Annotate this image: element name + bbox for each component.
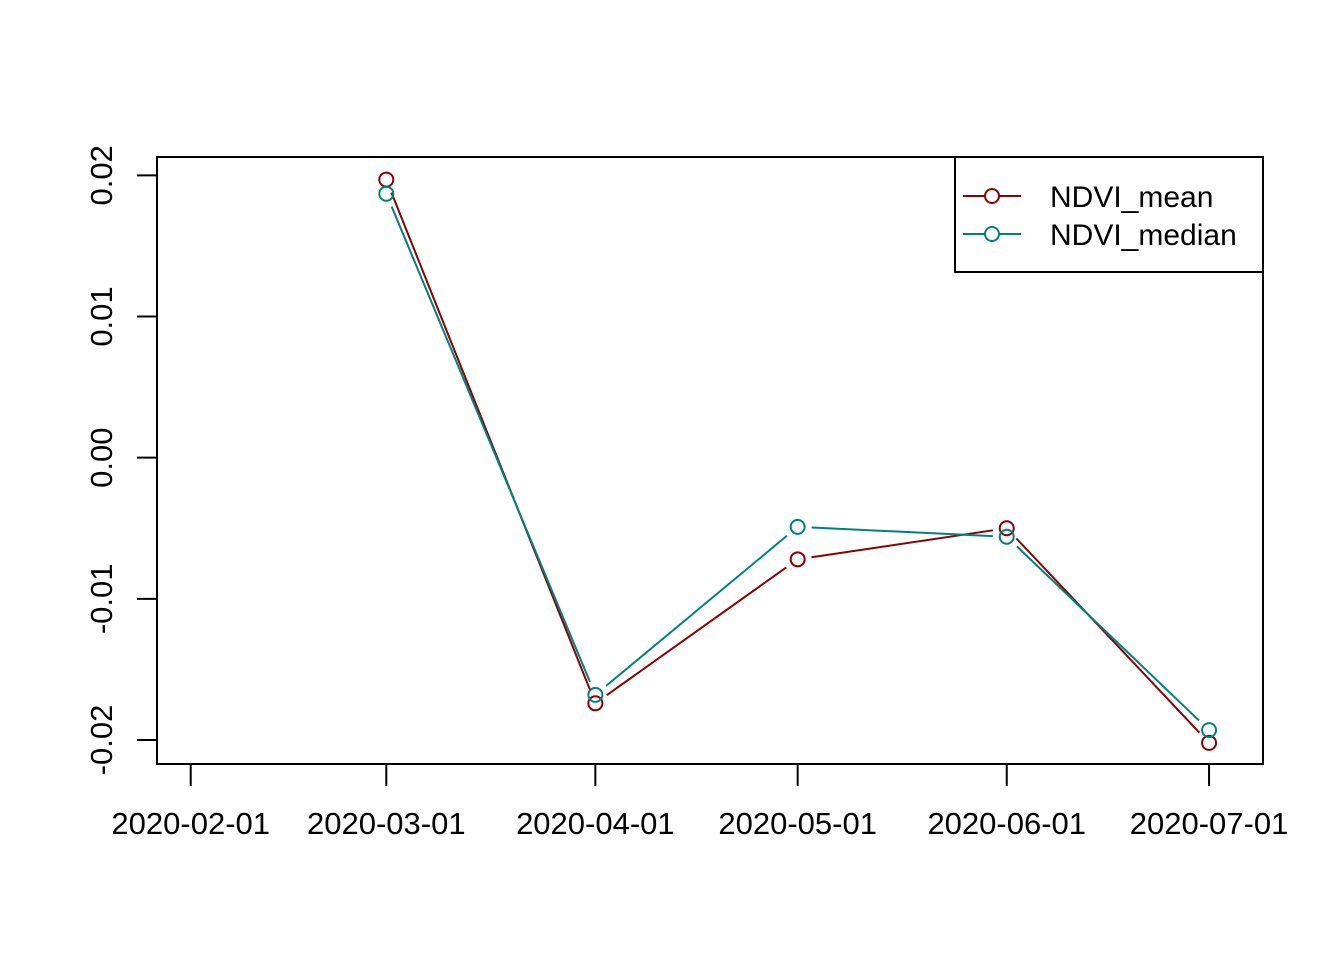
data-point [998, 520, 1015, 537]
data-point [587, 695, 604, 712]
x-tick-label: 2020-03-01 [307, 806, 466, 841]
series-segment [390, 206, 591, 683]
legend-swatch-marker [984, 226, 1000, 242]
legend-label: NDVI_median [1050, 219, 1237, 252]
data-point [789, 518, 806, 535]
series-segment [811, 526, 993, 538]
y-tick-label: 0.01 [84, 286, 119, 346]
y-tick-label: 0.02 [84, 145, 119, 205]
data-point [998, 528, 1015, 545]
data-point [378, 171, 395, 188]
x-tick-label: 2020-07-01 [1130, 806, 1289, 841]
y-tick-label: 0.00 [84, 428, 119, 488]
legend-label: NDVI_mean [1050, 181, 1213, 214]
data-point [1201, 734, 1218, 751]
data-point [587, 686, 604, 703]
series-layer [378, 171, 1218, 751]
x-tick-label: 2020-05-01 [718, 806, 877, 841]
series-segment [606, 566, 787, 696]
series-segment [1015, 537, 1201, 734]
x-tick-label: 2020-02-01 [111, 806, 270, 841]
legend-swatch-marker [984, 188, 1000, 204]
x-tick-label: 2020-04-01 [516, 806, 675, 841]
data-point [378, 185, 395, 202]
x-tick-label: 2020-06-01 [927, 806, 1086, 841]
data-point [789, 551, 806, 568]
series-segment [1016, 545, 1200, 722]
legend-box [954, 156, 1264, 273]
series-segment [605, 535, 788, 687]
series-segment [390, 192, 592, 691]
series-NDVI_median [378, 185, 1218, 739]
y-tick-label: -0.01 [84, 564, 119, 635]
x-axis: 2020-02-01 2020-03-01 2020-04-01 2020-05-01… [111, 764, 1288, 841]
data-point [1201, 722, 1218, 739]
legend: NDVI_mean NDVI_median [954, 156, 1264, 273]
y-tick-label: -0.02 [84, 705, 119, 776]
y-axis: -0.02 -0.01 0.00 0.01 0.02 [84, 145, 158, 776]
